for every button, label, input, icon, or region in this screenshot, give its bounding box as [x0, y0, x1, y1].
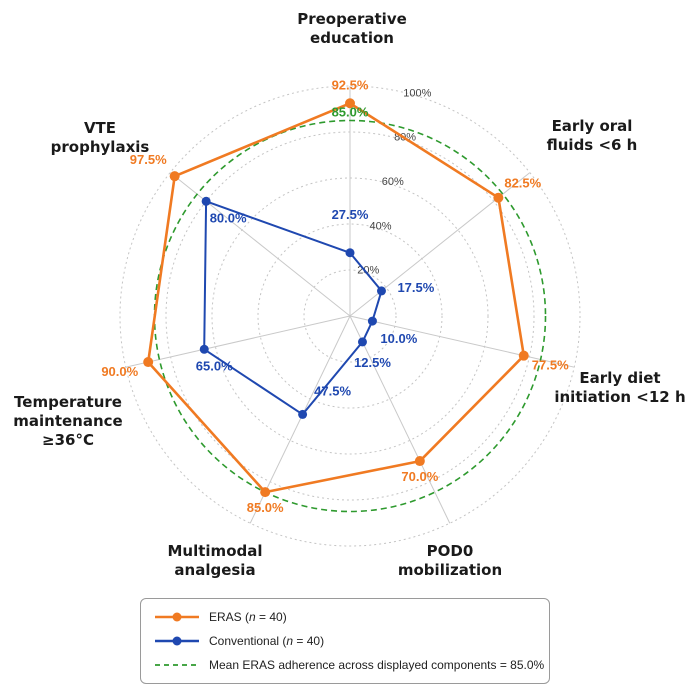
eras-point	[414, 456, 425, 467]
conventional-series-line	[203, 200, 383, 416]
radial-tick-label: 60%	[382, 176, 404, 188]
grid-ring-40	[257, 223, 443, 409]
radial-tick-label: 40%	[370, 220, 392, 232]
category-label: VTE prophylaxis	[51, 119, 150, 156]
category-label: Preoperative education	[297, 10, 407, 47]
eras-point	[260, 487, 271, 498]
legend-swatch-mean	[155, 664, 199, 666]
eras-value-label: 85.0%	[247, 500, 284, 515]
legend-swatch-eras	[155, 612, 199, 622]
spoke	[169, 172, 351, 317]
conventional-value-label: 80.0%	[210, 210, 247, 225]
conventional-point	[357, 337, 367, 347]
conventional-point	[199, 344, 209, 354]
eras-point	[169, 171, 180, 182]
spoke	[349, 315, 451, 524]
conventional-value-label: 17.5%	[397, 280, 434, 295]
conventional-value-label: 65.0%	[196, 358, 233, 373]
eras-value-label: 90.0%	[101, 364, 138, 379]
spoke	[349, 315, 575, 368]
eras-point	[493, 192, 504, 203]
radar-grid: 20%40%60%80%100%	[119, 85, 581, 547]
conventional-value-label: 47.5%	[314, 383, 351, 398]
radar-labels: 85.0% 92.5% 82.5% 77.5% 70.0% 85.0% 90.0% 97.5%…	[13, 10, 685, 579]
conventional-point	[345, 248, 355, 258]
legend-item-mean: Mean ERAS adherence across displayed com…	[153, 653, 544, 677]
category-label: Multimodal analgesia	[168, 542, 263, 579]
eras-value-label: 77.5%	[532, 358, 569, 373]
conventional-point	[376, 286, 386, 296]
radial-tick-label: 100%	[403, 87, 431, 99]
mean-value-label: 85.0%	[332, 105, 369, 120]
legend-item-conventional: Conventional (n = 40)	[153, 629, 537, 653]
category-label: POD0 mobilization	[398, 542, 502, 579]
conventional-value-label: 12.5%	[354, 355, 391, 370]
conventional-point	[367, 316, 377, 326]
conventional-point	[201, 196, 211, 206]
conventional-point	[298, 409, 308, 419]
legend-label-mean: Mean ERAS adherence across displayed com…	[209, 658, 545, 672]
eras-value-label: 70.0%	[401, 469, 438, 484]
eras-series-line	[146, 102, 526, 494]
eras-point	[345, 98, 355, 109]
conventional-value-label: 10.0%	[380, 331, 417, 346]
eras-point	[143, 357, 154, 368]
eras-value-label: 92.5%	[332, 77, 369, 92]
legend-swatch-conventional	[155, 636, 199, 646]
legend-label-conventional: Conventional (n = 40)	[209, 634, 325, 648]
eras-value-label: 82.5%	[504, 176, 541, 191]
legend: ERAS (n = 40) Conventional (n = 40) Mean…	[140, 598, 550, 684]
legend-item-eras: ERAS (n = 40)	[153, 605, 537, 629]
category-label: Early diet initiation <12 h	[554, 369, 685, 406]
grid-ring-100	[119, 85, 581, 547]
legend-label-eras: ERAS (n = 40)	[209, 610, 287, 624]
spoke	[125, 315, 351, 368]
conventional-value-label: 27.5%	[332, 207, 369, 222]
category-label: Early oral fluids <6 h	[547, 117, 638, 154]
category-label: Temperature maintenance ≥36°C	[13, 393, 122, 449]
eras-point	[518, 350, 529, 361]
radar-series	[143, 98, 547, 513]
eras-value-label: 97.5%	[130, 152, 167, 167]
